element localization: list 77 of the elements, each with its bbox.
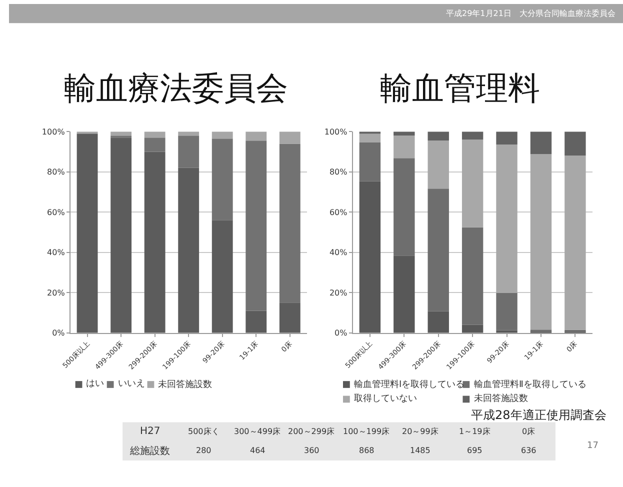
bar <box>496 132 518 145</box>
y-tick-label: 100% <box>42 127 66 136</box>
legend-label: いいえ <box>118 379 145 389</box>
y-tick-label: 20% <box>47 288 66 298</box>
bar <box>496 144 518 293</box>
text: 平成29年1月21日 大分県合同輸血療法委員会 <box>446 9 616 18</box>
bar <box>144 138 166 152</box>
bar <box>428 311 449 333</box>
text: 総施設数 <box>129 445 170 457</box>
bar <box>246 310 267 333</box>
legend-label: 取得していない <box>354 393 417 404</box>
y-tick-label: 40% <box>329 248 348 258</box>
text: 464 <box>250 446 266 455</box>
bar <box>462 140 484 228</box>
bar <box>359 133 381 142</box>
bar <box>178 136 200 168</box>
text: 200～299床 <box>288 427 335 436</box>
bar <box>530 154 552 330</box>
legend-label: 未回答施設数 <box>158 379 212 390</box>
y-tick-label: 20% <box>329 288 348 298</box>
bar <box>76 134 98 333</box>
text: 0床 <box>522 427 536 436</box>
bar <box>110 138 132 333</box>
y-tick-label: 0% <box>334 328 348 338</box>
bar <box>246 140 267 311</box>
y-tick-label: 60% <box>329 208 348 217</box>
y-tick-label: 80% <box>47 168 66 177</box>
text: 695 <box>467 446 482 455</box>
bar <box>359 142 381 182</box>
bar <box>144 152 166 333</box>
y-tick-label: 0% <box>52 328 66 338</box>
text: 平成28年適正使用調査会 <box>471 408 606 422</box>
text: 300～499床 <box>234 427 281 436</box>
text: 636 <box>521 446 536 455</box>
text: 1～19床 <box>459 427 490 436</box>
bar <box>212 138 233 220</box>
bar <box>279 302 300 333</box>
y-tick-label: 40% <box>47 248 66 258</box>
text: 868 <box>359 446 374 455</box>
text: 1485 <box>410 446 430 455</box>
text: 17 <box>587 441 598 451</box>
y-tick-label: 60% <box>47 208 66 217</box>
chart-title: 輸血療法委員会 <box>64 69 288 107</box>
chart-title: 輸血管理料 <box>380 69 540 107</box>
bar <box>496 292 518 330</box>
bar <box>462 227 484 325</box>
bar <box>279 144 300 303</box>
legend-label: はい <box>86 379 104 389</box>
bar <box>279 132 300 144</box>
bar <box>394 256 415 333</box>
bar <box>359 181 381 333</box>
text: 100～199床 <box>343 427 390 436</box>
bar <box>144 132 166 138</box>
text: 500床く <box>188 427 220 436</box>
bar <box>428 188 449 312</box>
bar <box>178 168 200 333</box>
bar <box>462 324 484 333</box>
y-tick-label: 80% <box>329 168 348 177</box>
bar <box>212 132 233 139</box>
y-tick-label: 100% <box>324 127 348 136</box>
text: 360 <box>304 446 320 455</box>
bar <box>246 132 267 141</box>
legend-label: 未回答施設数 <box>474 393 528 404</box>
bar <box>428 132 449 140</box>
bar <box>564 156 586 330</box>
bar <box>564 132 586 156</box>
bar <box>394 136 415 158</box>
text: 20～99床 <box>402 427 438 436</box>
text: 280 <box>196 446 212 455</box>
text: H27 <box>140 426 160 437</box>
bar <box>212 220 233 333</box>
bar <box>428 140 449 189</box>
bar <box>462 132 484 140</box>
legend-label: 輸血管理料Ⅱを取得している <box>474 379 586 390</box>
bar <box>394 158 415 256</box>
bar <box>530 132 552 154</box>
bar <box>496 330 518 333</box>
